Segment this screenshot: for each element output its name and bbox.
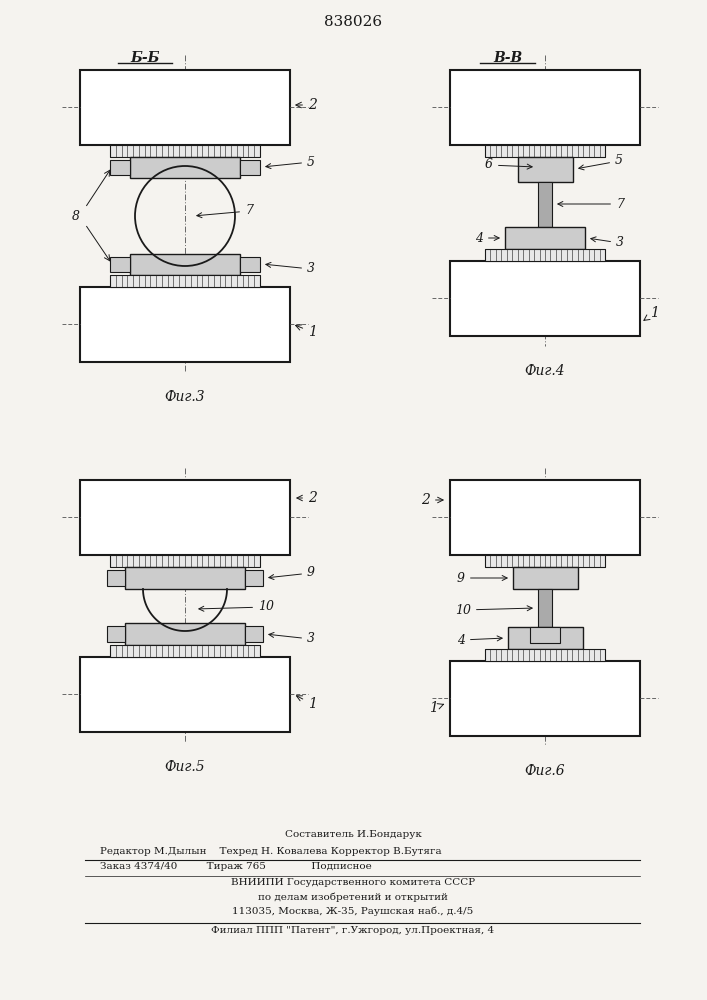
Bar [245,626,263,642]
Text: 2: 2 [297,491,317,505]
Bar [538,589,552,627]
Text: 9: 9 [457,572,507,584]
Text: ВНИИПИ Государственного комитета СССР: ВНИИПИ Государственного комитета СССР [231,878,475,887]
Bar [125,567,245,589]
Text: 1: 1 [644,306,659,320]
Text: 10: 10 [199,600,274,613]
Text: 7: 7 [558,198,624,211]
Text: 2: 2 [296,98,317,112]
Bar [110,645,260,657]
Text: Фиг.4: Фиг.4 [525,364,566,378]
Bar [485,649,605,661]
Text: Фиг.6: Фиг.6 [525,764,566,778]
Bar [505,227,585,249]
Text: 6: 6 [485,158,532,172]
Bar [110,275,260,287]
Bar [530,627,560,643]
Bar [240,160,260,175]
Text: Б-Б: Б-Б [130,51,160,65]
Text: 9: 9 [269,566,315,580]
Text: 5: 5 [579,154,623,170]
Bar [508,627,583,649]
Text: Филиал ППП "Патент", г.Ужгород, ул.Проектная, 4: Филиал ППП "Патент", г.Ужгород, ул.Проек… [211,926,495,935]
Bar [80,657,290,732]
Bar [518,157,573,182]
Text: Редактор М.Дылын    Техред Н. Ковалева Корректор В.Бутяга: Редактор М.Дылын Техред Н. Ковалева Корр… [100,847,442,856]
Text: Заказ 4374/40         Тираж 765              Подписное: Заказ 4374/40 Тираж 765 Подписное [100,862,372,871]
Bar [80,480,290,555]
Bar [450,480,640,555]
Text: по делам изобретений и открытий: по делам изобретений и открытий [258,892,448,902]
Bar [110,160,130,175]
Text: Фиг.3: Фиг.3 [165,390,205,404]
Bar [130,157,240,178]
Bar [80,287,290,362]
Bar [450,261,640,336]
Bar [485,555,605,567]
Bar [110,257,130,272]
Bar [107,626,125,642]
Text: 838026: 838026 [324,15,382,29]
Bar [450,661,640,736]
Text: 3: 3 [591,236,624,249]
Text: Составитель И.Бондарук: Составитель И.Бондарук [284,830,421,839]
Bar [240,257,260,272]
Text: 4: 4 [475,232,499,244]
Text: 1: 1 [296,325,317,339]
Bar [110,555,260,567]
Text: 8: 8 [72,210,80,223]
Text: 3: 3 [269,632,315,646]
Text: 10: 10 [455,603,532,616]
Bar [538,182,552,227]
Bar [107,570,125,586]
Text: 7: 7 [197,205,253,218]
Text: В-В: В-В [493,51,522,65]
Text: Фиг.5: Фиг.5 [165,760,205,774]
Text: 3: 3 [266,262,315,275]
Text: 1: 1 [296,696,317,711]
Text: 2: 2 [421,493,443,507]
Bar [485,145,605,157]
Text: 5: 5 [266,155,315,169]
Bar [80,70,290,145]
Bar [450,70,640,145]
Text: 4: 4 [457,634,502,647]
Bar [245,570,263,586]
Bar [513,567,578,589]
Bar [110,145,260,157]
Text: 1: 1 [429,701,443,715]
Text: 113035, Москва, Ж-35, Раушская наб., д.4/5: 113035, Москва, Ж-35, Раушская наб., д.4… [233,906,474,916]
Bar [485,249,605,261]
Bar [125,623,245,645]
Bar [130,254,240,275]
